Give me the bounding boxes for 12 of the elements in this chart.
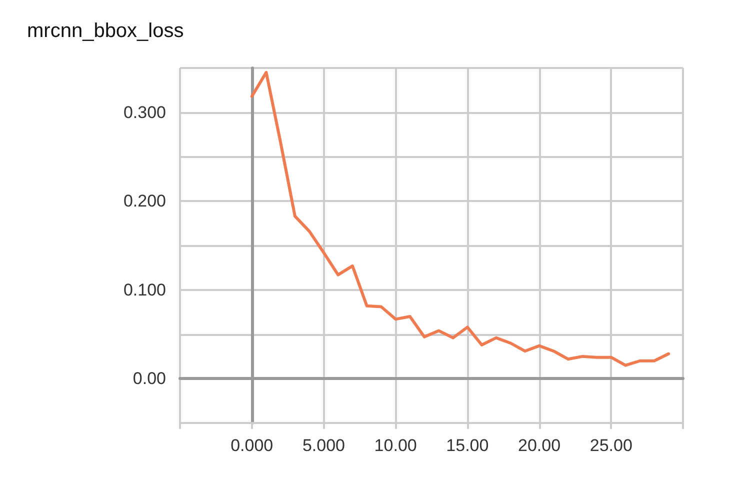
x-tick-label: 10.00: [374, 436, 417, 455]
x-tick-label: 20.00: [518, 436, 561, 455]
y-tick-label: 0.300: [123, 102, 166, 122]
y-tick-label: 0.200: [123, 192, 166, 211]
y-tick-label: 0.100: [123, 280, 166, 300]
x-tick-label: 25.00: [590, 436, 632, 455]
chart-title: mrcnn_bbox_loss: [27, 20, 184, 42]
x-tick-label: 5.000: [302, 436, 345, 455]
x-tick-label: 0.000: [230, 436, 274, 455]
y-tick-label: 0.00: [132, 369, 166, 388]
x-tick-label: 15.00: [446, 436, 489, 455]
line-series: [250, 70, 670, 367]
